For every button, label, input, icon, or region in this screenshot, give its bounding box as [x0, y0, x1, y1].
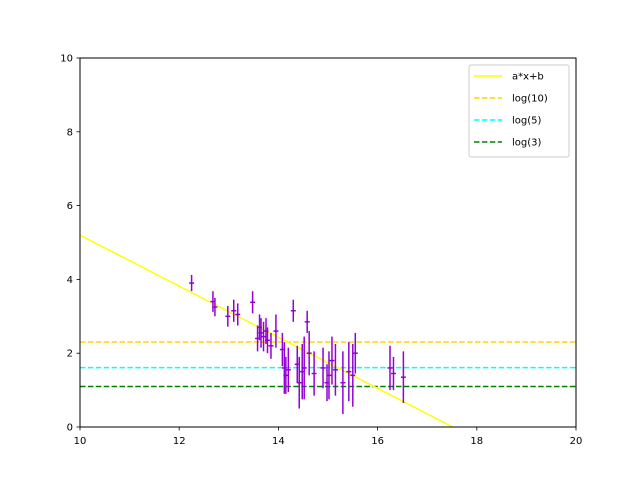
data-point [261, 321, 266, 352]
data-point [332, 343, 338, 396]
x-tick-label: 10 [74, 436, 87, 447]
data-point [326, 351, 332, 400]
data-points [189, 274, 406, 415]
legend: a*x+b log(10) log(5) log(3) [468, 64, 570, 158]
data-point [340, 351, 346, 415]
data-point [306, 331, 312, 376]
data-point [212, 297, 218, 317]
data-point [290, 299, 296, 322]
data-point [304, 310, 310, 333]
data-point [352, 332, 358, 374]
legend-box [468, 64, 570, 158]
legend-label: a*x+b [512, 72, 544, 83]
data-point [250, 291, 256, 314]
y-tick-label: 0 [67, 423, 73, 434]
data-point [346, 342, 352, 402]
legend-label: log(10) [512, 94, 548, 105]
y-tick-label: 8 [67, 127, 73, 138]
plot-frame [79, 57, 577, 428]
legend-label: log(3) [512, 138, 542, 149]
data-point [283, 356, 289, 394]
data-point [387, 345, 393, 391]
legend-label: log(5) [512, 116, 542, 127]
x-axis: 10 12 14 16 18 20 [74, 427, 583, 447]
x-tick-label: 18 [470, 436, 483, 447]
data-point [320, 347, 326, 389]
data-point [273, 314, 279, 348]
data-point [189, 274, 195, 292]
data-point [301, 336, 307, 400]
data-point [258, 318, 264, 348]
x-tick-label: 14 [272, 436, 285, 447]
data-point [225, 305, 231, 327]
y-tick-label: 10 [60, 54, 73, 65]
y-tick-label: 2 [67, 349, 73, 360]
x-tick-label: 16 [371, 436, 384, 447]
data-point [285, 347, 291, 392]
data-point [350, 343, 356, 407]
y-tick-label: 4 [67, 275, 73, 286]
x-tick-label: 12 [173, 436, 186, 447]
data-point [231, 299, 237, 322]
data-point [265, 327, 270, 354]
y-tick-label: 6 [67, 201, 73, 212]
reference-lines [80, 341, 576, 388]
y-axis: 0 2 4 6 8 10 [60, 54, 80, 434]
data-point [329, 336, 335, 385]
data-point [296, 356, 302, 409]
data-point [311, 351, 317, 396]
x-tick-label: 20 [570, 436, 583, 447]
data-point [235, 303, 241, 326]
data-point [268, 332, 274, 359]
data-point [400, 351, 406, 404]
data-point [390, 356, 396, 391]
